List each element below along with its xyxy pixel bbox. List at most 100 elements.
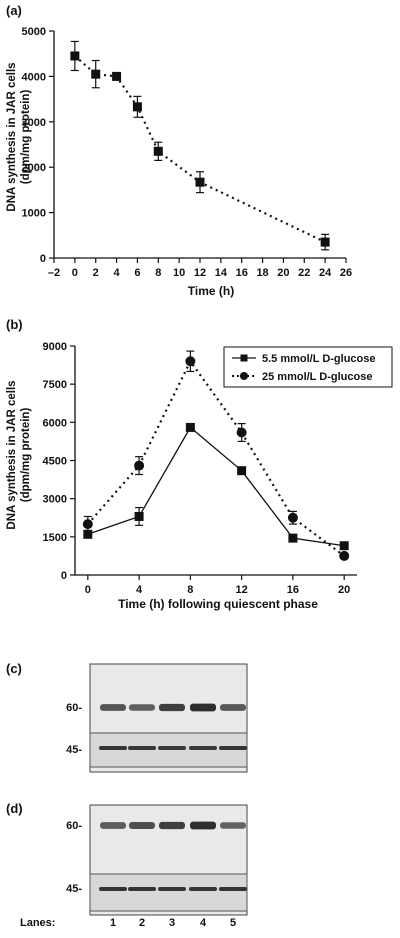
chart-b-series-2-line	[86, 359, 345, 557]
chart-b-series-1-point	[339, 541, 349, 551]
chart-b-series-2-point	[236, 427, 247, 438]
chart-a-series-1-point	[132, 102, 142, 112]
blot-c-band-60-lane-4	[190, 703, 216, 712]
legend-box	[223, 346, 393, 388]
chart-b-series-1-point	[83, 529, 93, 539]
blot-d-band-45-lane-5	[219, 887, 247, 891]
lanes-label: Lanes:	[20, 917, 55, 929]
chart-b-xtick-label: 12	[236, 584, 248, 596]
chart-a-ytick-label: 5000	[22, 26, 46, 38]
chart-b-series-2-point	[185, 356, 196, 367]
chart-a-ytick-label: 1000	[22, 208, 46, 220]
chart-b-series-1-point	[237, 466, 247, 476]
legend-marker-series-1	[240, 354, 248, 362]
chart-a-xtick-label: 20	[277, 267, 289, 279]
legend-marker-series-2	[240, 372, 248, 380]
chart-a-series-1-point	[70, 51, 80, 61]
lane-number-1: 1	[110, 917, 116, 929]
chart-b-series-2-point	[339, 550, 350, 561]
chart-b-xtick-label: 20	[338, 584, 350, 596]
blot-d-band-60-lane-5	[220, 822, 246, 829]
blot-d-marker-45: 45-	[66, 883, 82, 895]
chart-a-ytick-label: 4000	[22, 71, 46, 83]
legend-label-series-1: 5.5 mmol/L D-glucose	[262, 353, 376, 365]
chart-b-xtick-label: 16	[287, 584, 299, 596]
chart-b-ylabel-line2: (dpm/mg protein)	[20, 408, 32, 503]
chart-a-xtick-label: 14	[215, 267, 228, 279]
blot-d-band-45-lane-3	[158, 887, 186, 891]
chart-b-ytick-label: 0	[61, 570, 67, 582]
chart-a-series-1-point	[320, 237, 330, 247]
blot-d-band-60-lane-1	[100, 822, 126, 829]
panel-d-label: (d)	[6, 801, 23, 816]
panel-b-label: (b)	[6, 317, 23, 332]
chart-a-series-1-point	[112, 71, 122, 81]
chart-b: (b) DNA synthesis in JAR cells (dpm/mg p…	[6, 317, 393, 611]
chart-a-xtick-label: 8	[155, 267, 161, 279]
chart-a: (a) DNA synthesis in JAR cells (dpm/mg p…	[6, 3, 352, 298]
blot-d-band-45-lane-1	[99, 887, 127, 891]
chart-a-ytick-label: 3000	[22, 117, 46, 129]
chart-b-series-1-line	[87, 426, 345, 547]
blot-c-band-45-lane-2	[128, 746, 156, 750]
chart-a-series-1-point	[195, 177, 205, 187]
chart-b-xtick-label: 8	[187, 584, 193, 596]
panel-c-label: (c)	[6, 661, 22, 676]
blot-c-band-60-lane-1	[100, 704, 126, 711]
chart-b-xtick-label: 4	[136, 584, 143, 596]
chart-a-ylabel-line1: DNA synthesis in JAR cells	[6, 62, 18, 211]
blot-c-marker-60: 60-	[66, 702, 82, 714]
blot-c-band-60-lane-5	[220, 704, 246, 711]
chart-a-xtick-label: 4	[114, 267, 121, 279]
chart-a-ytick-label: 0	[40, 253, 46, 265]
chart-b-series-1-point	[185, 422, 195, 432]
chart-b-series-2-point	[82, 519, 93, 530]
lane-number-3: 3	[169, 917, 175, 929]
chart-a-xtick-label: 22	[298, 267, 310, 279]
blot-d-band-60-lane-4	[190, 821, 216, 830]
chart-a-xtick-label: 6	[134, 267, 140, 279]
blot-d-marker-60: 60-	[66, 820, 82, 832]
chart-a-series-1-point	[91, 69, 101, 79]
chart-a-ylabel-line2: (dpm/mg protein)	[20, 90, 32, 185]
lane-number-2: 2	[139, 917, 145, 929]
blot-c: (c) 60- 45-	[6, 661, 248, 773]
chart-b-ytick-label: 7500	[43, 379, 67, 391]
chart-b-ytick-label: 9000	[43, 341, 67, 353]
chart-a-series-1-line	[74, 55, 326, 244]
chart-b-xlabel: Time (h) following quiescent phase	[118, 597, 318, 611]
lane-number-5: 5	[230, 917, 236, 929]
blot-c-marker-45: 45-	[66, 744, 82, 756]
blot-d-band-60-lane-3	[159, 821, 185, 830]
chart-b-series-2-point	[287, 512, 298, 523]
chart-a-xtick-label: 26	[340, 267, 352, 279]
blot-d-lower-strip	[89, 873, 248, 912]
chart-b-series-1-point	[288, 533, 298, 543]
chart-a-series-1-point	[153, 146, 163, 156]
chart-b-ytick-label: 3000	[43, 494, 67, 506]
blot-d-band-45-lane-4	[189, 887, 217, 891]
blot-c-band-45-lane-1	[99, 746, 127, 750]
blot-d-band-45-lane-2	[128, 887, 156, 891]
panel-a-label: (a)	[6, 3, 22, 18]
lanes-row: Lanes: 1 2 3 4 5	[20, 917, 236, 929]
blot-d: (d) 60- 45-	[6, 801, 248, 916]
chart-a-xtick-label: 16	[236, 267, 248, 279]
chart-a-xtick-label: 10	[173, 267, 185, 279]
legend-label-series-2: 25 mmol/L D-glucose	[262, 371, 372, 383]
blot-c-band-60-lane-3	[159, 703, 185, 712]
chart-b-ytick-label: 1500	[43, 532, 67, 544]
chart-a-ylabel: DNA synthesis in JAR cells (dpm/mg prote…	[6, 62, 32, 211]
chart-b-xtick-label: 0	[85, 584, 91, 596]
chart-a-xtick-label: 2	[93, 267, 99, 279]
chart-a-xtick-label: 18	[256, 267, 268, 279]
chart-a-xlabel: Time (h)	[188, 284, 234, 298]
chart-a-ytick-label: 2000	[22, 162, 46, 174]
chart-a-xtick-label: 12	[194, 267, 206, 279]
chart-b-series-2-point	[134, 460, 145, 471]
chart-a-xtick-label: 24	[319, 267, 332, 279]
chart-b-series-1-point	[134, 511, 144, 521]
lane-number-4: 4	[200, 917, 207, 929]
chart-b-ytick-label: 4500	[43, 456, 67, 468]
